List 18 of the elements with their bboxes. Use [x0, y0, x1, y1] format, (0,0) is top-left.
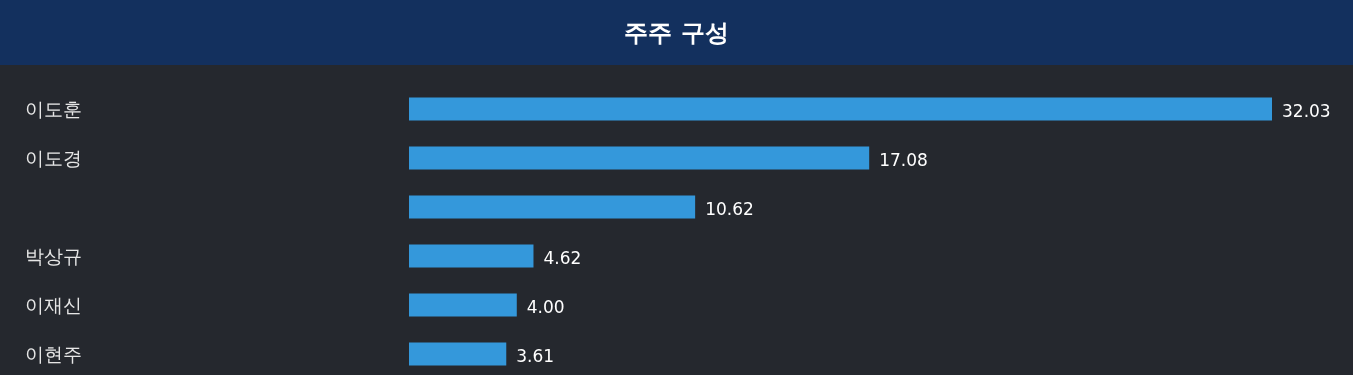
data-label: 17.08	[879, 150, 928, 170]
y-tick-label: 이도훈	[25, 98, 82, 120]
data-label: 4.00	[526, 297, 565, 317]
bar	[409, 146, 870, 170]
data-label: 3.61	[516, 346, 555, 366]
data-label: 4.62	[543, 248, 582, 268]
bar	[409, 244, 534, 268]
bar	[409, 342, 507, 366]
bar	[409, 195, 696, 219]
y-tick-label: 박상규	[25, 245, 82, 267]
bar	[409, 97, 1272, 121]
data-label: 32.03	[1282, 101, 1331, 121]
y-tick-label: 이재신	[25, 294, 82, 316]
y-tick-label: 이현주	[25, 343, 82, 365]
y-tick-label: 이도경	[25, 147, 82, 169]
bar	[409, 293, 517, 317]
chart-title: 주주 구성	[624, 19, 729, 47]
data-label: 10.62	[705, 199, 754, 219]
